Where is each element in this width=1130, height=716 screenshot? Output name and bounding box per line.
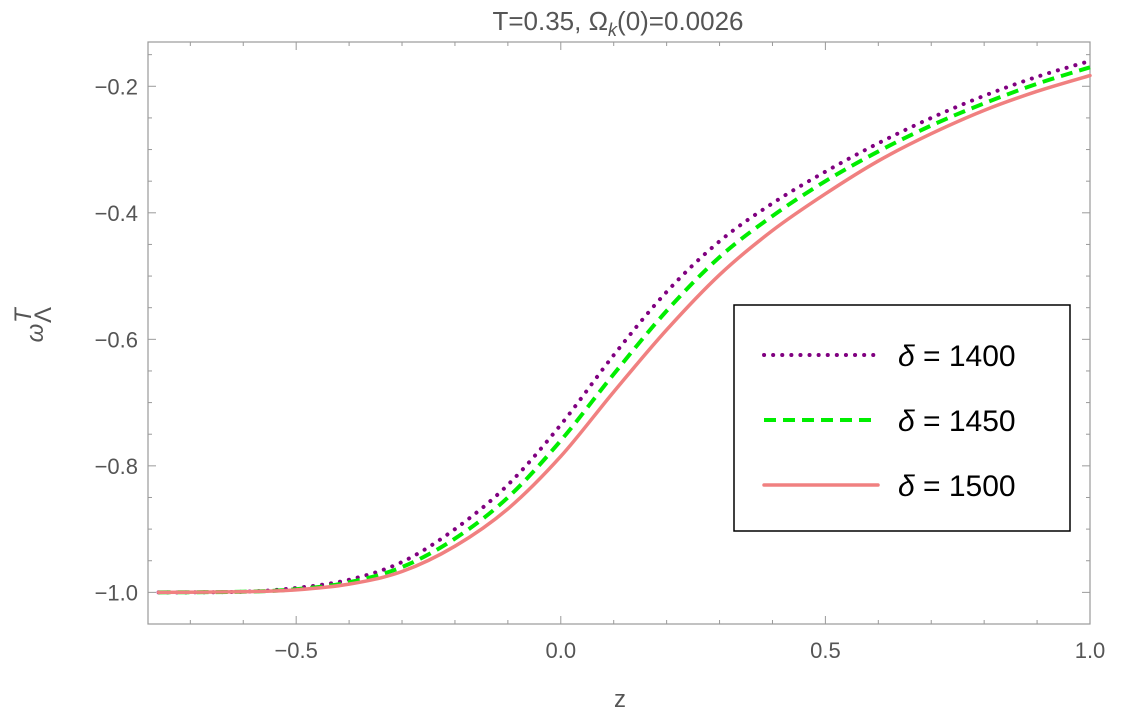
x-tick-label: 0.0: [545, 638, 576, 663]
title-subscript: k: [608, 20, 618, 40]
series-line-2: [158, 65, 1091, 595]
y-axis-label-sub: Λ: [30, 307, 57, 323]
title-text: T=0.35, Ω: [492, 6, 608, 36]
title-suffix: (0)=0.0026: [617, 6, 743, 36]
y-tick-label: −1.0: [95, 580, 138, 605]
y-tick-label: −0.8: [95, 454, 138, 479]
x-tick-label: −0.5: [274, 638, 317, 663]
y-axis-label-sup: T: [10, 306, 37, 323]
legend-label-1: δ = 1400: [898, 340, 1016, 373]
legend-label-2: δ = 1450: [898, 405, 1016, 438]
x-tick-label: 1.0: [1075, 638, 1106, 663]
y-tick-label: −0.6: [95, 327, 138, 352]
plot-frame: [147, 41, 1091, 625]
y-axis-label: ωTΛ: [10, 306, 57, 342]
chart-title: T=0.35, Ωk(0)=0.0026: [492, 6, 743, 40]
x-axis-label: z: [614, 686, 626, 713]
x-tick-label: 0.5: [810, 638, 841, 663]
y-tick-label: −0.2: [95, 74, 138, 99]
series-line-1: [156, 58, 1092, 595]
y-axis-label-text: ω: [22, 324, 49, 343]
series-lines: [156, 58, 1092, 595]
series-line-3: [156, 73, 1092, 595]
axis-tick-labels: −0.5 0.0 0.5 1.0 −1.0 −0.8 −0.6 −0.4 −0.2: [95, 74, 1106, 663]
legend-label-3: δ = 1500: [898, 470, 1016, 503]
axis-ticks: [148, 42, 1091, 624]
y-tick-label: −0.4: [95, 201, 138, 226]
legend: δ = 1400 δ = 1450 δ = 1500: [733, 304, 1071, 532]
